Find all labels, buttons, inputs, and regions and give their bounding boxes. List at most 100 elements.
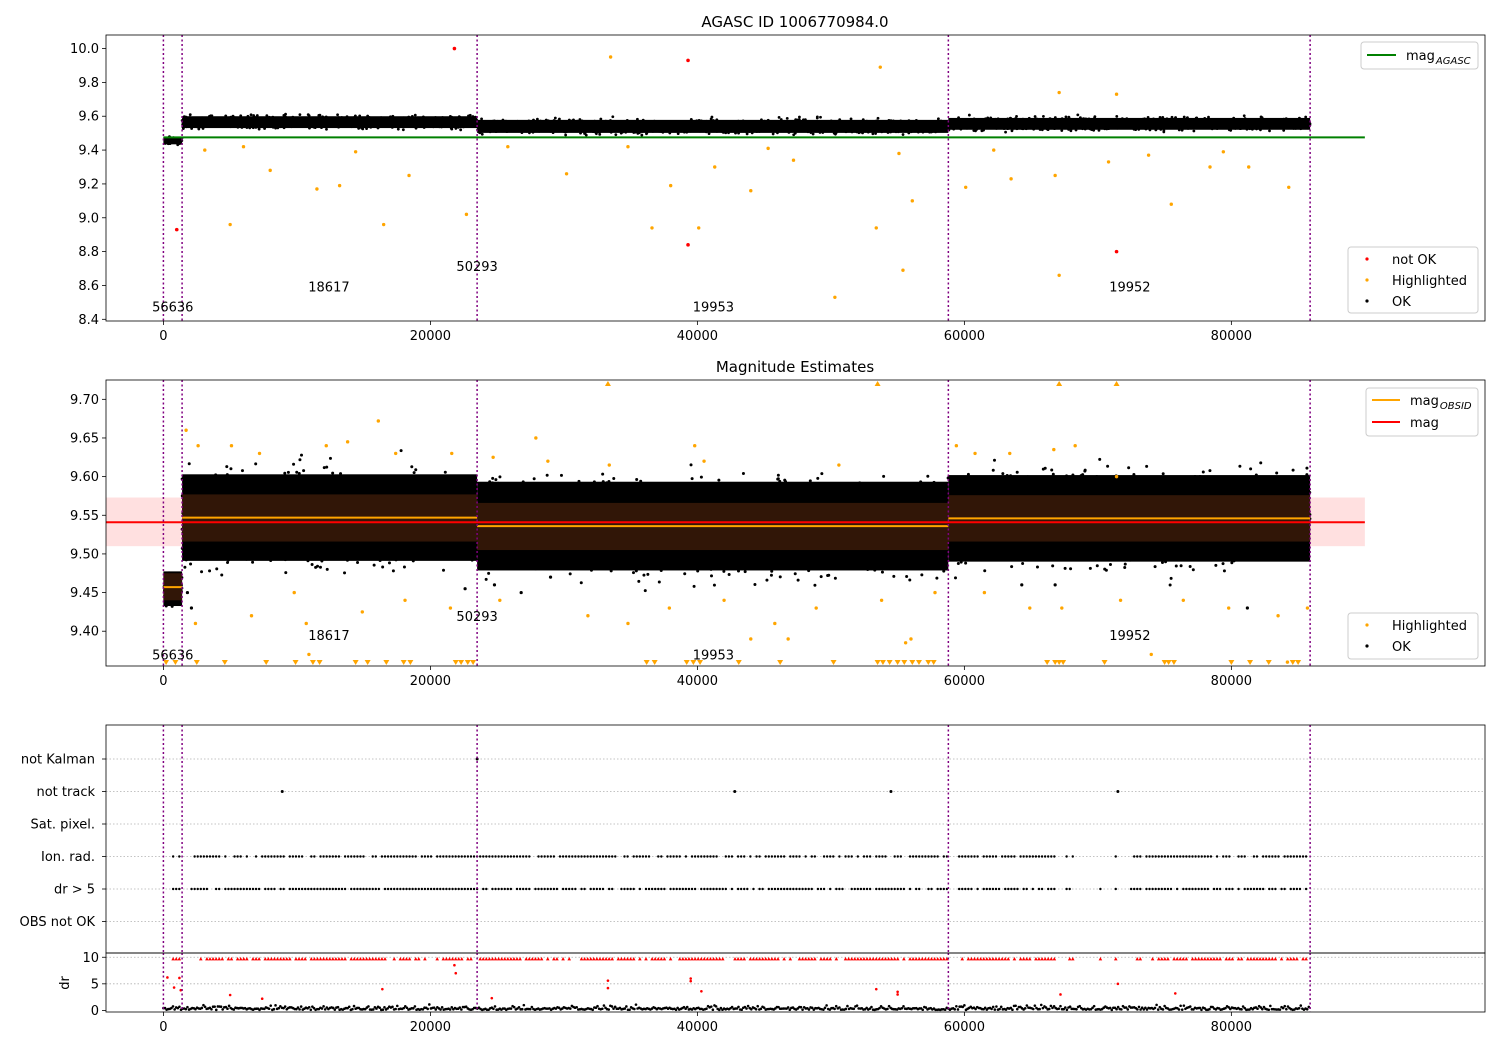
not-ok-point [686,243,690,247]
ok-point-band [163,137,183,145]
ok-point [343,571,347,575]
highlighted-point [1169,202,1173,206]
ok-point [793,572,797,576]
ok-point [771,132,775,136]
ok-point [480,117,483,121]
figure-title: AGASC ID 1006770984.0 [701,13,888,31]
ok-point [298,113,302,117]
agasc-legend-highlighted-label: Highlighted [1392,274,1467,289]
x-tick-label: 60000 [944,329,985,344]
ok-point [310,562,314,566]
obsid-label: 56636 [152,301,193,316]
ok-point [876,116,880,120]
not-ok-point [174,227,179,232]
ok-point [220,573,224,577]
ok-point [815,115,819,119]
ok-point [745,132,749,136]
ok-point [356,561,360,565]
ok-point [318,565,322,569]
ok-point [413,113,417,117]
ok-point [967,113,971,117]
x-tick-label: 0 [159,329,167,344]
highlighted-point [791,158,796,162]
ok-point [683,572,687,576]
highlighted-point [203,148,207,152]
ok-point [611,115,615,119]
ok-point [183,565,187,569]
highlighted-point [1247,165,1251,169]
y-tick-label: 8.8 [78,245,99,260]
agasc-legend-highlighted-marker [1365,278,1369,282]
highlighted-point [1221,150,1226,154]
ok-point [1042,115,1045,118]
highlighted-point [1208,165,1212,169]
agasc-legend-points: not OK Highlighted OK [1347,246,1479,314]
ok-point [459,128,463,132]
ok-point [709,574,713,578]
highlighted-point [337,183,342,188]
ok-point [614,133,618,137]
y-tick-label: 9.8 [78,76,99,91]
estimates-title: Magnitude Estimates [716,358,874,376]
ok-point [188,113,192,117]
ok-point [640,133,644,137]
highlighted-point [897,151,901,156]
ok-point [412,471,416,475]
ok-point [1268,129,1271,133]
highlighted-point [878,65,882,69]
ok-point-band [182,116,478,129]
highlighted-point [1146,153,1151,157]
agasc-legend-ok-label: OK [1392,295,1411,310]
ok-point [645,132,648,136]
highlighted-point [992,148,996,152]
ok-point [480,132,484,136]
highlighted-point [668,183,673,188]
highlighted-point [626,144,630,149]
highlighted-point [464,212,469,217]
y-tick-label: 9.4 [78,144,99,159]
ok-point [225,465,229,469]
x-tick-label: 20000 [410,329,451,344]
y-tick-label: 9.6 [78,110,99,125]
ok-point [811,132,815,136]
obsid-label: 19952 [1109,280,1150,295]
ok-point [901,133,905,136]
highlighted-point [564,172,569,176]
highlighted-point [910,199,915,203]
ok-point [414,468,418,472]
ok-point [819,115,822,119]
obsid-label: 18617 [308,280,349,295]
ok-point-band [477,119,949,133]
ok-point [197,127,201,131]
ok-point [1162,130,1166,134]
highlighted-point [749,188,753,193]
ok-point [298,458,302,462]
ok-point [200,570,204,574]
ok-point-band [948,117,1311,130]
not-ok-point [686,58,690,63]
ok-point [302,469,306,473]
highlighted-point [608,55,613,59]
y-tick-label: 10.0 [70,42,99,57]
ok-point [402,565,406,569]
ok-point [974,129,977,133]
highlighted-point [228,222,232,227]
y-tick-label: 9.2 [78,177,99,192]
highlighted-point [964,185,968,190]
y-tick-label: 9.0 [78,211,99,226]
ok-point [776,473,780,477]
ok-point [387,561,391,565]
ok-point [229,467,233,471]
ok-point [255,114,259,117]
ok-point [328,456,332,460]
ok-point [1242,114,1246,118]
highlighted-point [1106,160,1111,164]
ok-point [553,116,557,120]
highlighted-point [833,295,837,300]
highlighted-point [353,150,358,154]
ok-point [299,453,303,457]
ok-point [410,465,414,469]
ok-point [598,133,602,136]
